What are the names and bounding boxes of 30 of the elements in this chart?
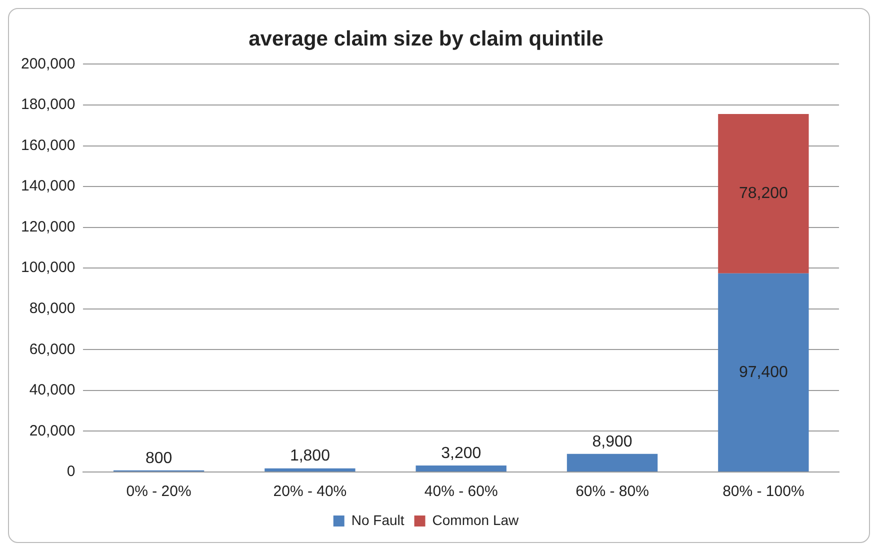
bar [718, 114, 809, 274]
chart-title: average claim size by claim quintile [248, 27, 604, 50]
y-tick-label: 40,000 [29, 382, 76, 399]
y-tick-label: 100,000 [20, 259, 76, 276]
legend-label: No Fault [351, 512, 404, 528]
y-tick-label: 200,000 [20, 55, 76, 72]
y-tick-label: 160,000 [20, 136, 76, 154]
y-tick-label: 60,000 [29, 340, 76, 358]
x-tick-label: 40% - 60% [424, 483, 498, 500]
data-label: 8,900 [592, 433, 632, 450]
data-label: 800 [145, 450, 172, 467]
data-label: 3,200 [441, 444, 482, 462]
y-tick-label: 120,000 [20, 218, 76, 236]
y-tick-label: 80,000 [29, 300, 76, 318]
data-label: 97,400 [738, 364, 788, 381]
y-tick-label: 140,000 [20, 178, 76, 195]
x-tick-label: 0% - 20% [126, 483, 192, 500]
x-tick-label: 60% - 80% [576, 483, 649, 500]
y-tick-label: 0 [66, 463, 76, 480]
bar [416, 465, 506, 472]
x-tick-label: 20% - 40% [273, 483, 347, 500]
bar [718, 273, 809, 472]
data-label: 78,200 [738, 185, 788, 202]
y-tick-label: 180,000 [20, 96, 76, 114]
legend-label: Common Law [432, 512, 520, 528]
bar [566, 454, 658, 472]
x-tick-label: 80% - 100% [722, 483, 804, 500]
y-tick-label: 20,000 [29, 422, 76, 440]
bar [264, 468, 356, 472]
data-label: 1,800 [290, 448, 330, 465]
